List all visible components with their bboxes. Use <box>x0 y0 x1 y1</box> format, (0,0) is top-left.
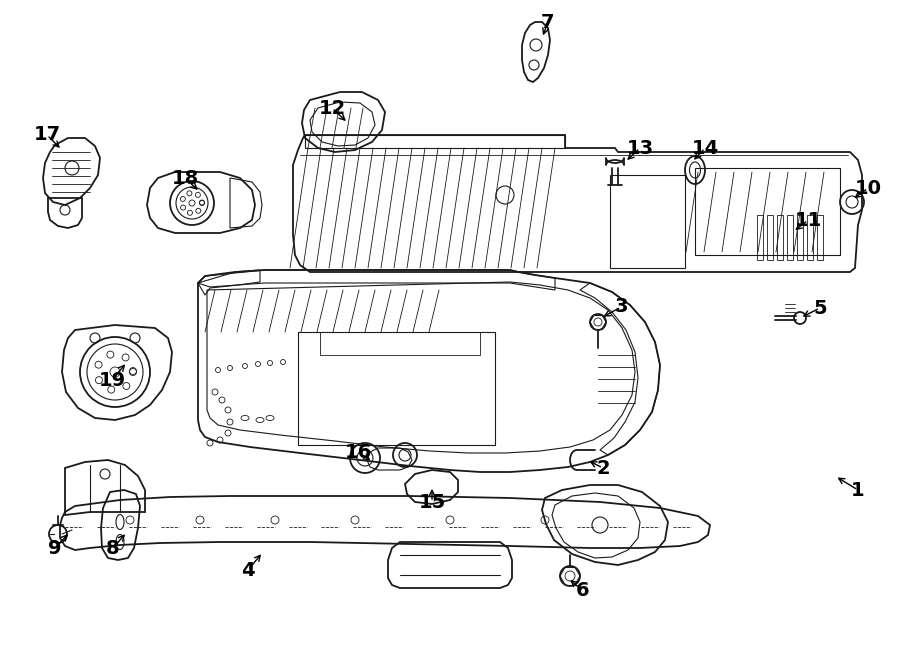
Text: 13: 13 <box>626 139 653 157</box>
Text: 4: 4 <box>241 561 255 580</box>
Text: 8: 8 <box>106 539 120 557</box>
Text: 15: 15 <box>418 492 446 512</box>
Text: 12: 12 <box>319 98 346 118</box>
Text: 10: 10 <box>854 178 881 198</box>
Text: 17: 17 <box>33 126 60 145</box>
Text: 19: 19 <box>98 371 126 389</box>
Text: 16: 16 <box>345 442 372 461</box>
Text: 18: 18 <box>171 169 199 188</box>
Text: 3: 3 <box>614 297 628 317</box>
Text: 14: 14 <box>691 139 718 157</box>
Text: 9: 9 <box>49 539 62 557</box>
Text: 7: 7 <box>541 13 554 32</box>
Text: 11: 11 <box>795 210 822 229</box>
Text: 2: 2 <box>596 459 610 477</box>
Text: 1: 1 <box>851 481 865 500</box>
Text: 6: 6 <box>576 582 590 600</box>
Text: 5: 5 <box>814 299 827 317</box>
